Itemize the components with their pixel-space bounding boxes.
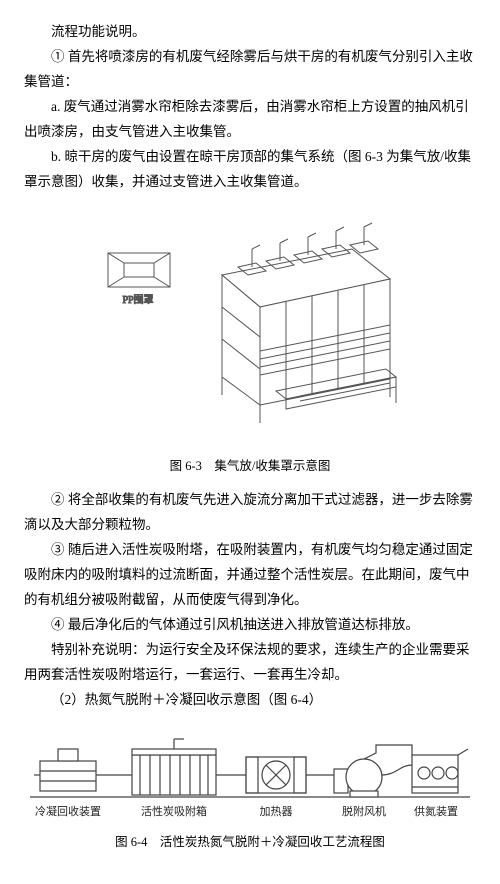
- paragraph: a. 废气通过消雾水帘柜除去漆雾后，由消雾水帘柜上方设置的抽风机引出喷漆房，由支…: [24, 95, 476, 145]
- fig2-label: 供氮装置: [414, 804, 458, 818]
- paragraph: 特别补充说明：为运行安全及环保法规的要求，连续生产的企业需要采用两套活性炭吸附塔…: [24, 638, 476, 688]
- paragraph: b. 晾干房的废气由设置在晾干房顶部的集气系统（图 6-3 为集气放/收集罩示意…: [24, 145, 476, 195]
- paragraph: 流程功能说明。: [24, 20, 476, 45]
- figure-6-4-caption: 图 6-4 活性炭热氮气脱附＋冷凝回收工艺流程图: [24, 831, 476, 854]
- pp-label: PP围罩: [122, 294, 153, 306]
- figure-6-3: PP围罩: [90, 209, 410, 449]
- paragraph: （2）热氮气脱附＋冷凝回收示意图（图 6-4）: [24, 688, 476, 713]
- figure-6-3-caption: 图 6-3 集气放/收集罩示意图: [24, 455, 476, 478]
- fig2-label: 活性炭吸附箱: [141, 804, 207, 818]
- paragraph: ① 首先将喷漆房的有机废气经除雾后与烘干房的有机废气分别引入主收集管道：: [24, 45, 476, 95]
- paragraph: ③ 随后进入活性炭吸附塔，在吸附装置内，有机废气均匀稳定通过固定吸附床内的吸附填…: [24, 538, 476, 613]
- fig2-label: 加热器: [260, 805, 293, 818]
- figure-6-4: 冷凝回收装置 活性炭吸附箱 加热器 脱附风机 供氮装置: [24, 725, 476, 825]
- fig2-label: 冷凝回收装置: [35, 804, 101, 818]
- paragraph: ④ 最后净化后的气体通过引风机抽送进入排放管道达标排放。: [24, 613, 476, 638]
- fig2-label: 脱附风机: [342, 804, 386, 818]
- paragraph: ② 将全部收集的有机废气先进入旋流分离加干式过滤器，进一步去除雾滴以及大部分颗粒…: [24, 488, 476, 538]
